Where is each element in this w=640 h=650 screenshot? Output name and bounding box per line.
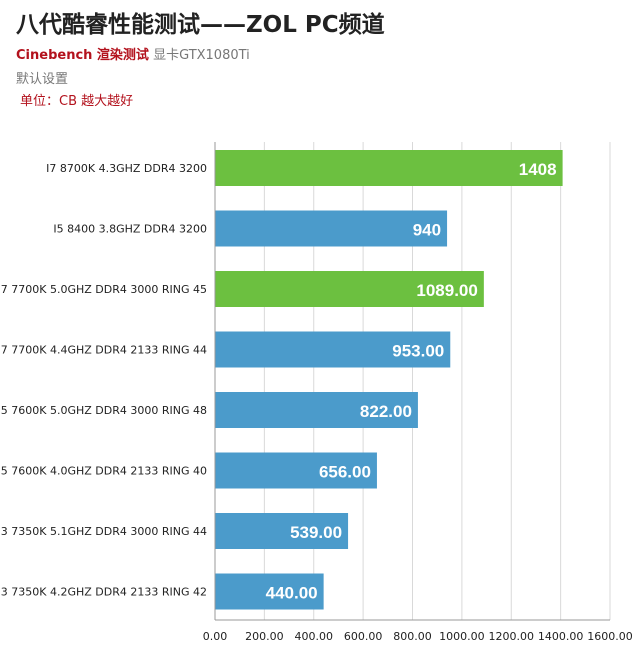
unit-note: 单位：CB 越大越好 xyxy=(20,94,134,109)
bar xyxy=(215,392,418,428)
bar xyxy=(215,150,563,186)
x-tick-label: 200.00 xyxy=(245,630,284,643)
bar xyxy=(215,271,484,307)
value-label: 822.00 xyxy=(360,402,412,421)
bar xyxy=(215,210,448,247)
chart-header: 八代酷睿性能测试——ZOL PC频道 Cinebench 渲染测试 显卡GTX1… xyxy=(16,8,626,112)
x-tick-label: 600.00 xyxy=(344,630,383,643)
value-label: 539.00 xyxy=(290,523,342,542)
category-label: I5 8400 3.8GHZ DDR4 3200 xyxy=(53,223,207,236)
value-label: 940 xyxy=(413,221,441,240)
x-tick-label: 1200.00 xyxy=(489,630,535,643)
value-label: 953.00 xyxy=(392,342,444,361)
category-label: I5 7600K 5.0GHZ DDR4 3000 RING 48 xyxy=(0,404,207,417)
category-label: I7 7700K 5.0GHZ DDR4 3000 RING 45 xyxy=(0,283,207,296)
value-label: 440.00 xyxy=(266,584,318,603)
x-tick-label: 800.00 xyxy=(393,630,432,643)
setting-note: 默认设置 xyxy=(16,72,69,87)
category-label: I5 7600K 4.0GHZ DDR4 2133 RING 40 xyxy=(0,465,207,478)
value-label: 1408 xyxy=(519,160,557,179)
category-label: I3 7350K 5.1GHZ DDR4 3000 RING 44 xyxy=(0,525,207,538)
bar xyxy=(215,573,324,610)
x-tick-label: 1600.00 xyxy=(587,630,633,643)
value-label: 656.00 xyxy=(319,463,371,482)
x-tick-label: 0.00 xyxy=(203,630,228,643)
x-tick-label: 400.00 xyxy=(295,630,334,643)
category-label: I7 7700K 4.4GHZ DDR4 2133 RING 44 xyxy=(0,344,207,357)
x-tick-label: 1400.00 xyxy=(538,630,584,643)
bar xyxy=(215,331,451,368)
chart-subtitle: Cinebench 渲染测试 显卡GTX1080Ti xyxy=(16,46,626,66)
bar xyxy=(215,452,377,489)
chart-title: 八代酷睿性能测试——ZOL PC频道 xyxy=(16,12,385,38)
category-label: I3 7350K 4.2GHZ DDR4 2133 RING 42 xyxy=(0,586,207,599)
category-label: I7 8700K 4.3GHZ DDR4 3200 xyxy=(46,162,207,175)
gpu-info: 显卡GTX1080Ti xyxy=(153,48,250,63)
test-name: Cinebench 渲染测试 xyxy=(16,48,149,63)
value-label: 1089.00 xyxy=(416,281,477,300)
x-tick-label: 1000.00 xyxy=(439,630,485,643)
bar xyxy=(215,513,349,549)
